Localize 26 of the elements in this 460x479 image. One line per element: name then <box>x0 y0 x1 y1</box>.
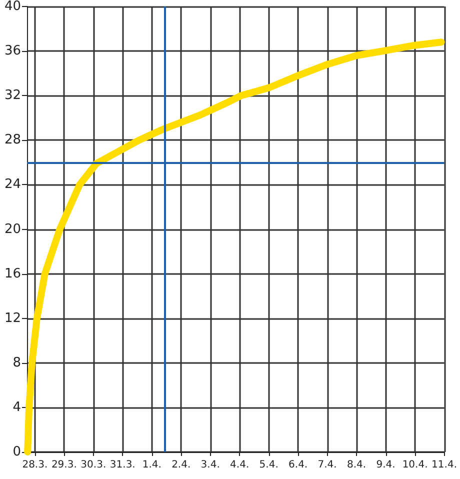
x-tick-label: 6.4. <box>288 460 308 470</box>
x-tick-label: 3.4. <box>200 460 220 470</box>
x-tick-label: 5.4. <box>259 460 278 470</box>
x-tick-label: 29.3. <box>51 460 77 470</box>
x-tick-label: 28.3. <box>22 460 48 470</box>
x-tick-label: 9.4. <box>376 460 396 470</box>
y-tick-label: 28 <box>4 132 21 148</box>
y-tick-label: 0 <box>12 444 21 460</box>
x-tick-label: 8.4. <box>347 460 366 470</box>
y-tick-label: 24 <box>4 177 21 192</box>
x-tick-label: 31.3. <box>110 460 136 470</box>
y-tick-label: 8 <box>12 355 21 370</box>
y-tick-label: 36 <box>4 44 21 59</box>
x-tick-label: 1.4. <box>142 460 162 470</box>
x-tick-label: 7.4. <box>318 460 337 470</box>
y-tick-label: 20 <box>4 222 21 237</box>
y-tick-label: 12 <box>4 310 21 326</box>
x-tick-label: 4.4. <box>230 460 250 470</box>
y-tick-label: 16 <box>4 266 21 282</box>
x-tick-label: 10.4. <box>402 460 428 470</box>
y-tick-label: 40 <box>4 0 21 14</box>
y-tick-label: 4 <box>12 400 21 415</box>
x-tick-label: 30.3. <box>80 460 106 470</box>
x-tick-label: 11.4. <box>432 460 458 470</box>
x-tick-label: 2.4. <box>172 460 191 470</box>
y-tick-label: 32 <box>4 88 21 104</box>
